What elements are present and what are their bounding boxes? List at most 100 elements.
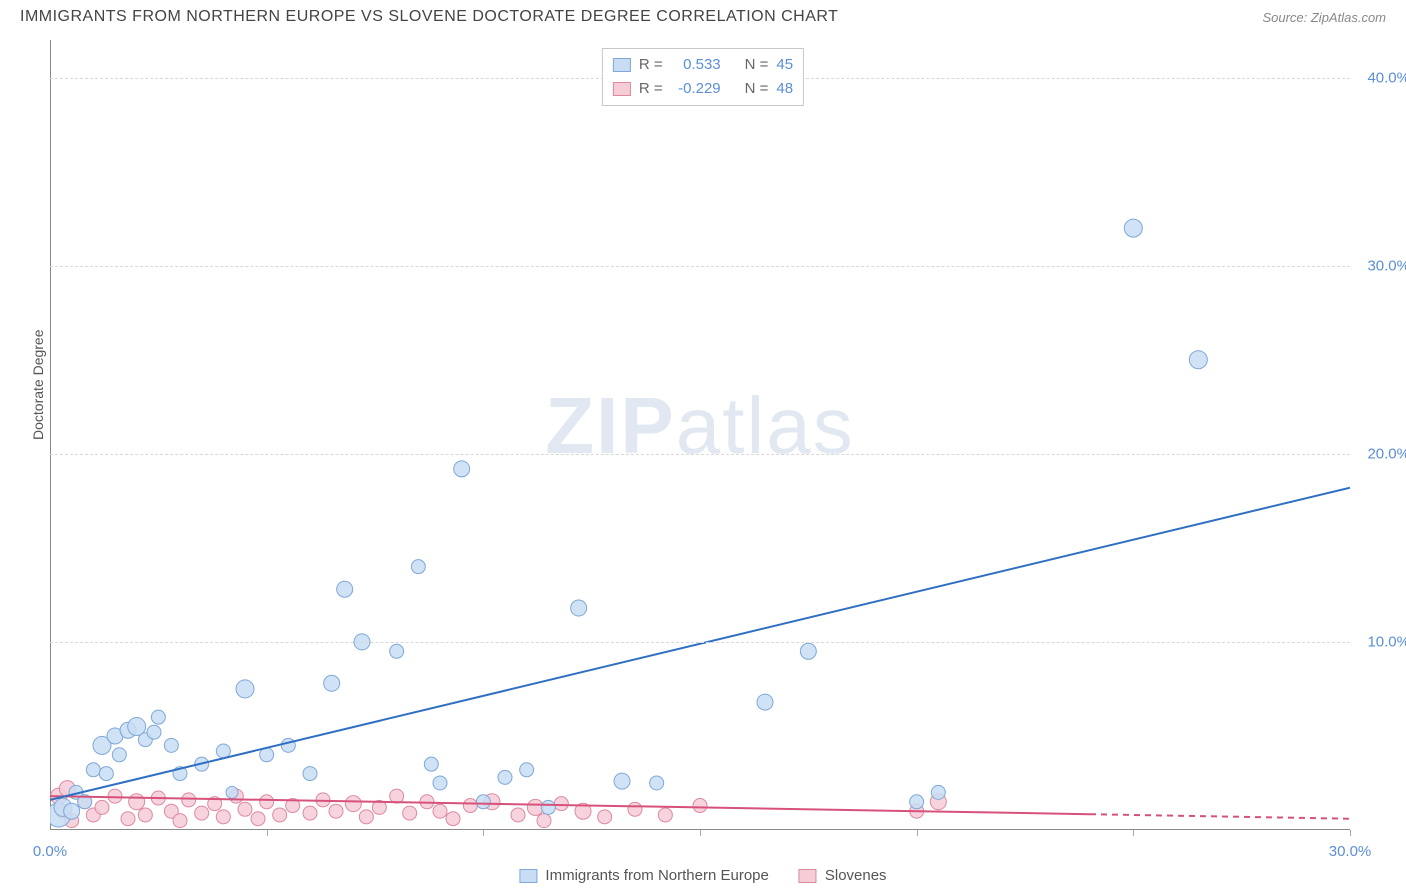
scatter-point (147, 725, 161, 739)
grid-line-h (50, 454, 1350, 455)
scatter-point (238, 802, 252, 816)
scatter-point (337, 581, 353, 597)
stats-swatch-0 (613, 58, 631, 72)
scatter-point (390, 789, 404, 803)
scatter-point (164, 738, 178, 752)
scatter-point (86, 763, 100, 777)
scatter-point (260, 795, 274, 809)
n-value-0: 45 (776, 53, 793, 77)
scatter-point (598, 810, 612, 824)
scatter-point (693, 799, 707, 813)
scatter-point (182, 793, 196, 807)
series-legend: Immigrants from Northern Europe Slovenes (519, 867, 886, 884)
legend-swatch-0 (519, 869, 537, 883)
scatter-point (433, 776, 447, 790)
scatter-point (537, 814, 551, 828)
stats-row-1: R = -0.229 N = 48 (613, 77, 793, 101)
scatter-point (463, 799, 477, 813)
scatter-point (650, 776, 664, 790)
legend-label-1: Slovenes (825, 867, 887, 884)
scatter-point (800, 643, 816, 659)
y-axis-title: Doctorate Degree (30, 329, 46, 440)
scatter-point (541, 800, 555, 814)
scatter-point (554, 797, 568, 811)
scatter-point (236, 680, 254, 698)
scatter-point (403, 806, 417, 820)
y-tick-label: 40.0% (1355, 69, 1406, 86)
scatter-point (359, 810, 373, 824)
scatter-point (129, 794, 145, 810)
r-label-0: R = (639, 53, 663, 77)
scatter-point (329, 804, 343, 818)
r-value-1: -0.229 (671, 77, 721, 101)
scatter-point (614, 773, 630, 789)
scatter-point (345, 796, 361, 812)
x-tick-label: 30.0% (1329, 843, 1372, 860)
stats-row-0: R = 0.533 N = 45 (613, 53, 793, 77)
x-tick-mark (483, 830, 484, 836)
scatter-point (64, 803, 80, 819)
x-tick-label: 0.0% (33, 843, 67, 860)
scatter-point (303, 806, 317, 820)
scatter-point (498, 770, 512, 784)
legend-label-0: Immigrants from Northern Europe (545, 867, 768, 884)
scatter-point (226, 786, 238, 798)
x-tick-mark (1350, 830, 1351, 836)
scatter-point (910, 795, 924, 809)
scatter-point (390, 644, 404, 658)
scatter-point (446, 812, 460, 826)
scatter-point (121, 812, 135, 826)
scatter-point (138, 808, 152, 822)
chart-header: IMMIGRANTS FROM NORTHERN EUROPE VS SLOVE… (0, 0, 1406, 30)
source-attribution: Source: ZipAtlas.com (1262, 10, 1386, 25)
scatter-point (108, 789, 122, 803)
stats-swatch-1 (613, 82, 631, 96)
scatter-point (454, 461, 470, 477)
scatter-point (324, 675, 340, 691)
plot-region: ZIPatlas 10.0%20.0%30.0%40.0%0.0%30.0% (50, 40, 1350, 830)
scatter-point (95, 800, 109, 814)
scatter-point (411, 560, 425, 574)
stats-legend: R = 0.533 N = 45 R = -0.229 N = 48 (602, 48, 804, 106)
scatter-point (273, 808, 287, 822)
scatter-point (173, 814, 187, 828)
trendline (50, 488, 1350, 800)
legend-swatch-1 (799, 869, 817, 883)
scatter-point (658, 808, 672, 822)
scatter-point (757, 694, 773, 710)
scatter-point (303, 767, 317, 781)
grid-line-h (50, 266, 1350, 267)
scatter-point (476, 795, 490, 809)
scatter-point (511, 808, 525, 822)
legend-item-0: Immigrants from Northern Europe (519, 867, 768, 884)
chart-area: ZIPatlas 10.0%20.0%30.0%40.0%0.0%30.0% (50, 40, 1350, 830)
scatter-svg (50, 40, 1350, 830)
n-value-1: 48 (776, 77, 793, 101)
y-tick-label: 30.0% (1355, 257, 1406, 274)
scatter-point (931, 785, 945, 799)
scatter-point (216, 744, 230, 758)
x-tick-mark (267, 830, 268, 836)
scatter-point (216, 810, 230, 824)
y-tick-label: 10.0% (1355, 633, 1406, 650)
scatter-point (151, 710, 165, 724)
n-label-0: N = (745, 53, 769, 77)
scatter-point (99, 767, 113, 781)
y-tick-label: 20.0% (1355, 445, 1406, 462)
scatter-point (628, 802, 642, 816)
grid-line-h (50, 642, 1350, 643)
scatter-point (571, 600, 587, 616)
trendline-dashed (1090, 814, 1350, 819)
scatter-point (1124, 219, 1142, 237)
x-tick-mark (917, 830, 918, 836)
scatter-point (520, 763, 534, 777)
scatter-point (251, 812, 265, 826)
x-tick-mark (1133, 830, 1134, 836)
chart-title: IMMIGRANTS FROM NORTHERN EUROPE VS SLOVE… (20, 8, 838, 26)
scatter-point (195, 806, 209, 820)
r-label-1: R = (639, 77, 663, 101)
scatter-point (1189, 351, 1207, 369)
r-value-0: 0.533 (671, 53, 721, 77)
legend-item-1: Slovenes (799, 867, 887, 884)
n-label-1: N = (745, 77, 769, 101)
